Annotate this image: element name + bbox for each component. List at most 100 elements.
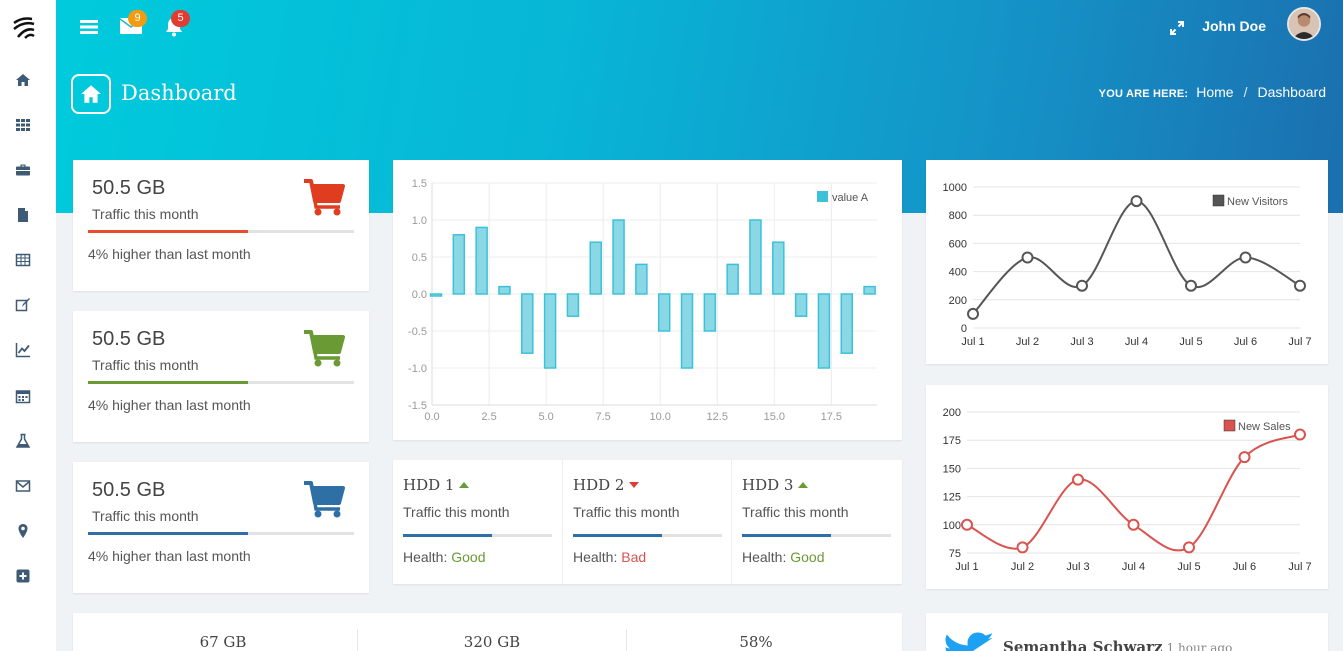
logo[interactable] [12, 15, 36, 39]
data-point [1185, 279, 1197, 292]
y-tick-label: 175 [943, 435, 961, 447]
data-point [1239, 251, 1252, 264]
hdd-name: HDD 1 [403, 476, 455, 494]
home-icon[interactable] [14, 71, 32, 89]
hdd-health: Health: Good [742, 549, 825, 565]
bar [566, 293, 580, 317]
hdd-health: Health: Bad [573, 549, 646, 565]
x-tick-label: Jul 1 [955, 561, 978, 573]
flask-icon[interactable] [14, 432, 32, 450]
hdd-label: Traffic this month [403, 504, 510, 520]
notifications-badge: 5 [171, 10, 190, 27]
summary-value-3: 58% [739, 633, 773, 651]
stat-card-2: 50.5 GB Traffic this month 4% higher tha… [73, 311, 369, 442]
breadcrumb-current: Dashboard [1257, 84, 1327, 100]
breadcrumb-label: YOU ARE HERE: [1098, 88, 1189, 100]
data-point [1076, 279, 1088, 292]
hdd-progress-fill [403, 534, 493, 537]
tweet-author-name[interactable]: Semantha Schwarz [1003, 638, 1163, 651]
bar [429, 293, 443, 297]
table-icon[interactable] [14, 251, 32, 269]
x-tick-label: Jul 1 [961, 336, 984, 348]
visitors-chart-card: 1000 800 600 400 200 0 Jul 1 Jul 2 Jul 3 Jul 4 Jul… [926, 160, 1328, 364]
calendar-icon[interactable] [14, 387, 32, 405]
legend-swatch [1212, 194, 1225, 207]
data-point [1021, 251, 1034, 264]
summary-divider [626, 629, 627, 651]
bar [863, 285, 876, 295]
file-icon[interactable] [14, 206, 32, 224]
user-avatar[interactable] [1287, 7, 1321, 41]
y-tick-label: 0 [961, 323, 967, 335]
hdd-health-value: Bad [621, 549, 647, 565]
hdd-progress-fill [573, 534, 663, 537]
edit-icon[interactable] [14, 296, 32, 314]
legend-label: New Visitors [1227, 196, 1288, 208]
hdd-health-label: Health: [742, 549, 787, 565]
x-tick-label: Jul 7 [1288, 336, 1311, 348]
chart-line-icon[interactable] [14, 341, 32, 359]
data-point [1238, 451, 1251, 464]
x-tick-label: Jul 3 [1070, 336, 1093, 348]
data-point [1072, 473, 1084, 486]
y-tick-label: -1.0 [408, 363, 427, 375]
x-tick-label: Jul 2 [1011, 561, 1034, 573]
breadcrumb-home-link[interactable]: Home [1196, 84, 1234, 100]
map-marker-icon[interactable] [14, 522, 32, 540]
shopping-cart-icon [304, 179, 345, 216]
data-point [1183, 541, 1195, 554]
page-title: Dashboard [121, 81, 237, 105]
menu-toggle-icon[interactable] [79, 17, 101, 39]
x-tick-label: 7.5 [596, 411, 611, 423]
y-tick-label: 150 [943, 463, 961, 475]
data-point [967, 307, 979, 320]
stat-progress-track [88, 532, 354, 535]
stat-value: 50.5 GB [92, 328, 166, 350]
breadcrumb-separator: / [1243, 84, 1248, 100]
hdd-progress-track [573, 534, 722, 537]
x-tick-label: Jul 2 [1016, 336, 1039, 348]
hdd-progress-track [403, 534, 552, 537]
x-tick-label: Jul 6 [1234, 336, 1257, 348]
fullscreen-expand-icon[interactable] [1169, 20, 1191, 42]
hdd-card: HDD 1 Traffic this month Health: Good HD… [393, 460, 902, 584]
stat-value: 50.5 GB [92, 177, 166, 199]
x-tick-label: 15.0 [764, 411, 785, 423]
plus-square-icon[interactable] [14, 567, 32, 585]
stat-note: 4% higher than last month [88, 246, 251, 262]
hdd-item-2: HDD 2 Traffic this month Health: Bad [562, 460, 731, 584]
tweet-author[interactable]: Semantha Schwarz 1 hour ago [1003, 638, 1232, 651]
y-tick-label: 800 [949, 210, 967, 222]
bar [657, 293, 671, 332]
x-tick-label: Jul 5 [1179, 336, 1202, 348]
bar [589, 241, 602, 295]
hdd-label: Traffic this month [573, 504, 680, 520]
hdd-health-label: Health: [573, 549, 618, 565]
hdd-health-label: Health: [403, 549, 448, 565]
user-name[interactable]: John Doe [1202, 18, 1266, 34]
y-tick-label: 100 [943, 520, 961, 532]
briefcase-icon[interactable] [14, 161, 32, 179]
messages-badge: 9 [128, 10, 147, 27]
hdd-progress-fill [742, 534, 832, 537]
sales-chart-card: 200 175 150 125 100 75 Jul 1 Jul 2 Jul 3 Jul 4 Jul… [926, 385, 1328, 589]
trend-up-icon [798, 482, 809, 488]
bar-chart-card: 1.5 1.0 0.5 0.0 -0.5 -1.0 -1.5 0.0 2.5 5.0 7.5 10.0… [393, 160, 902, 440]
hdd-progress-track [742, 534, 891, 537]
shopping-cart-icon [304, 330, 345, 367]
stat-progress-track [88, 381, 354, 384]
data-point [1130, 195, 1143, 208]
y-tick-label: 125 [943, 492, 961, 504]
bar-chart: 1.51.00.50.0-0.5-1.0-1.50.0 2.5 5.0 7.5 10.0… [408, 178, 877, 423]
summary-value-1: 67 GB [199, 633, 247, 651]
envelope-icon[interactable] [14, 477, 32, 495]
grid-icon[interactable] [14, 116, 32, 134]
sidebar [0, 0, 56, 651]
stat-note: 4% higher than last month [88, 397, 251, 413]
x-tick-label: Jul 4 [1122, 561, 1145, 573]
stat-label: Traffic this month [92, 508, 199, 524]
data-point [1016, 541, 1029, 554]
y-tick-label: 0.5 [412, 252, 427, 264]
